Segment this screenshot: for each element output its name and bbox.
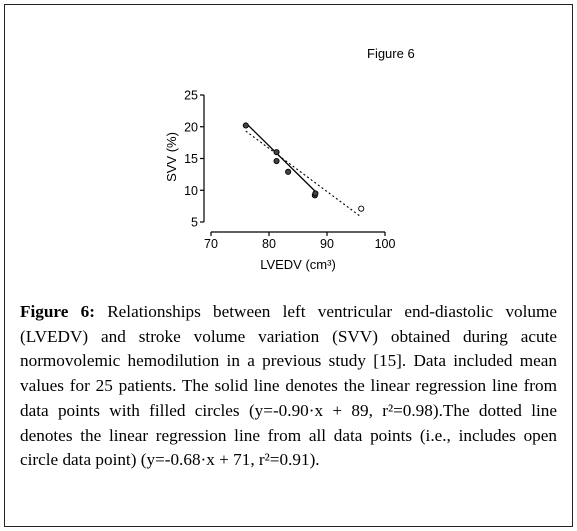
open-data-point: [358, 205, 365, 212]
regression-line-dotted: [245, 130, 362, 218]
y-tick-label: 25: [184, 89, 198, 103]
filled-data-point: [273, 157, 280, 165]
y-tick-label: 10: [184, 184, 198, 198]
y-tick-label: 20: [184, 120, 198, 134]
filled-data-point: [273, 149, 280, 156]
caption-label: Figure 6:: [20, 302, 95, 321]
regression-line-solid: [245, 122, 316, 192]
y-tick-label: 5: [191, 216, 198, 230]
filled-data-point: [242, 122, 249, 129]
x-axis-label: LVEDV (cm³): [260, 257, 336, 272]
data-points: [242, 122, 365, 212]
filled-data-point: [312, 190, 319, 197]
caption-text: Relationships between left ventricular e…: [20, 302, 557, 470]
y-axis-label: SVV (%): [164, 132, 179, 182]
x-tick-label: 100: [375, 237, 396, 251]
filled-data-point: [285, 168, 292, 175]
figure-label: Figure 6: [367, 46, 415, 61]
x-tick-label: 90: [320, 237, 334, 251]
x-tick-label: 70: [204, 237, 218, 251]
scatter-chart: 5 10 15 20 25 70 80 90 100 SVV (%) LVEDV (cm³): [164, 89, 395, 273]
y-tick-label: 15: [184, 152, 198, 166]
figure-caption: Figure 6: Relationships between left ven…: [20, 300, 557, 473]
figure-frame: [4, 4, 573, 527]
x-tick-label: 80: [262, 237, 276, 251]
chart-axes: 5 10 15 20 25 70 80 90 100: [184, 89, 395, 252]
regression-lines: [245, 122, 362, 218]
